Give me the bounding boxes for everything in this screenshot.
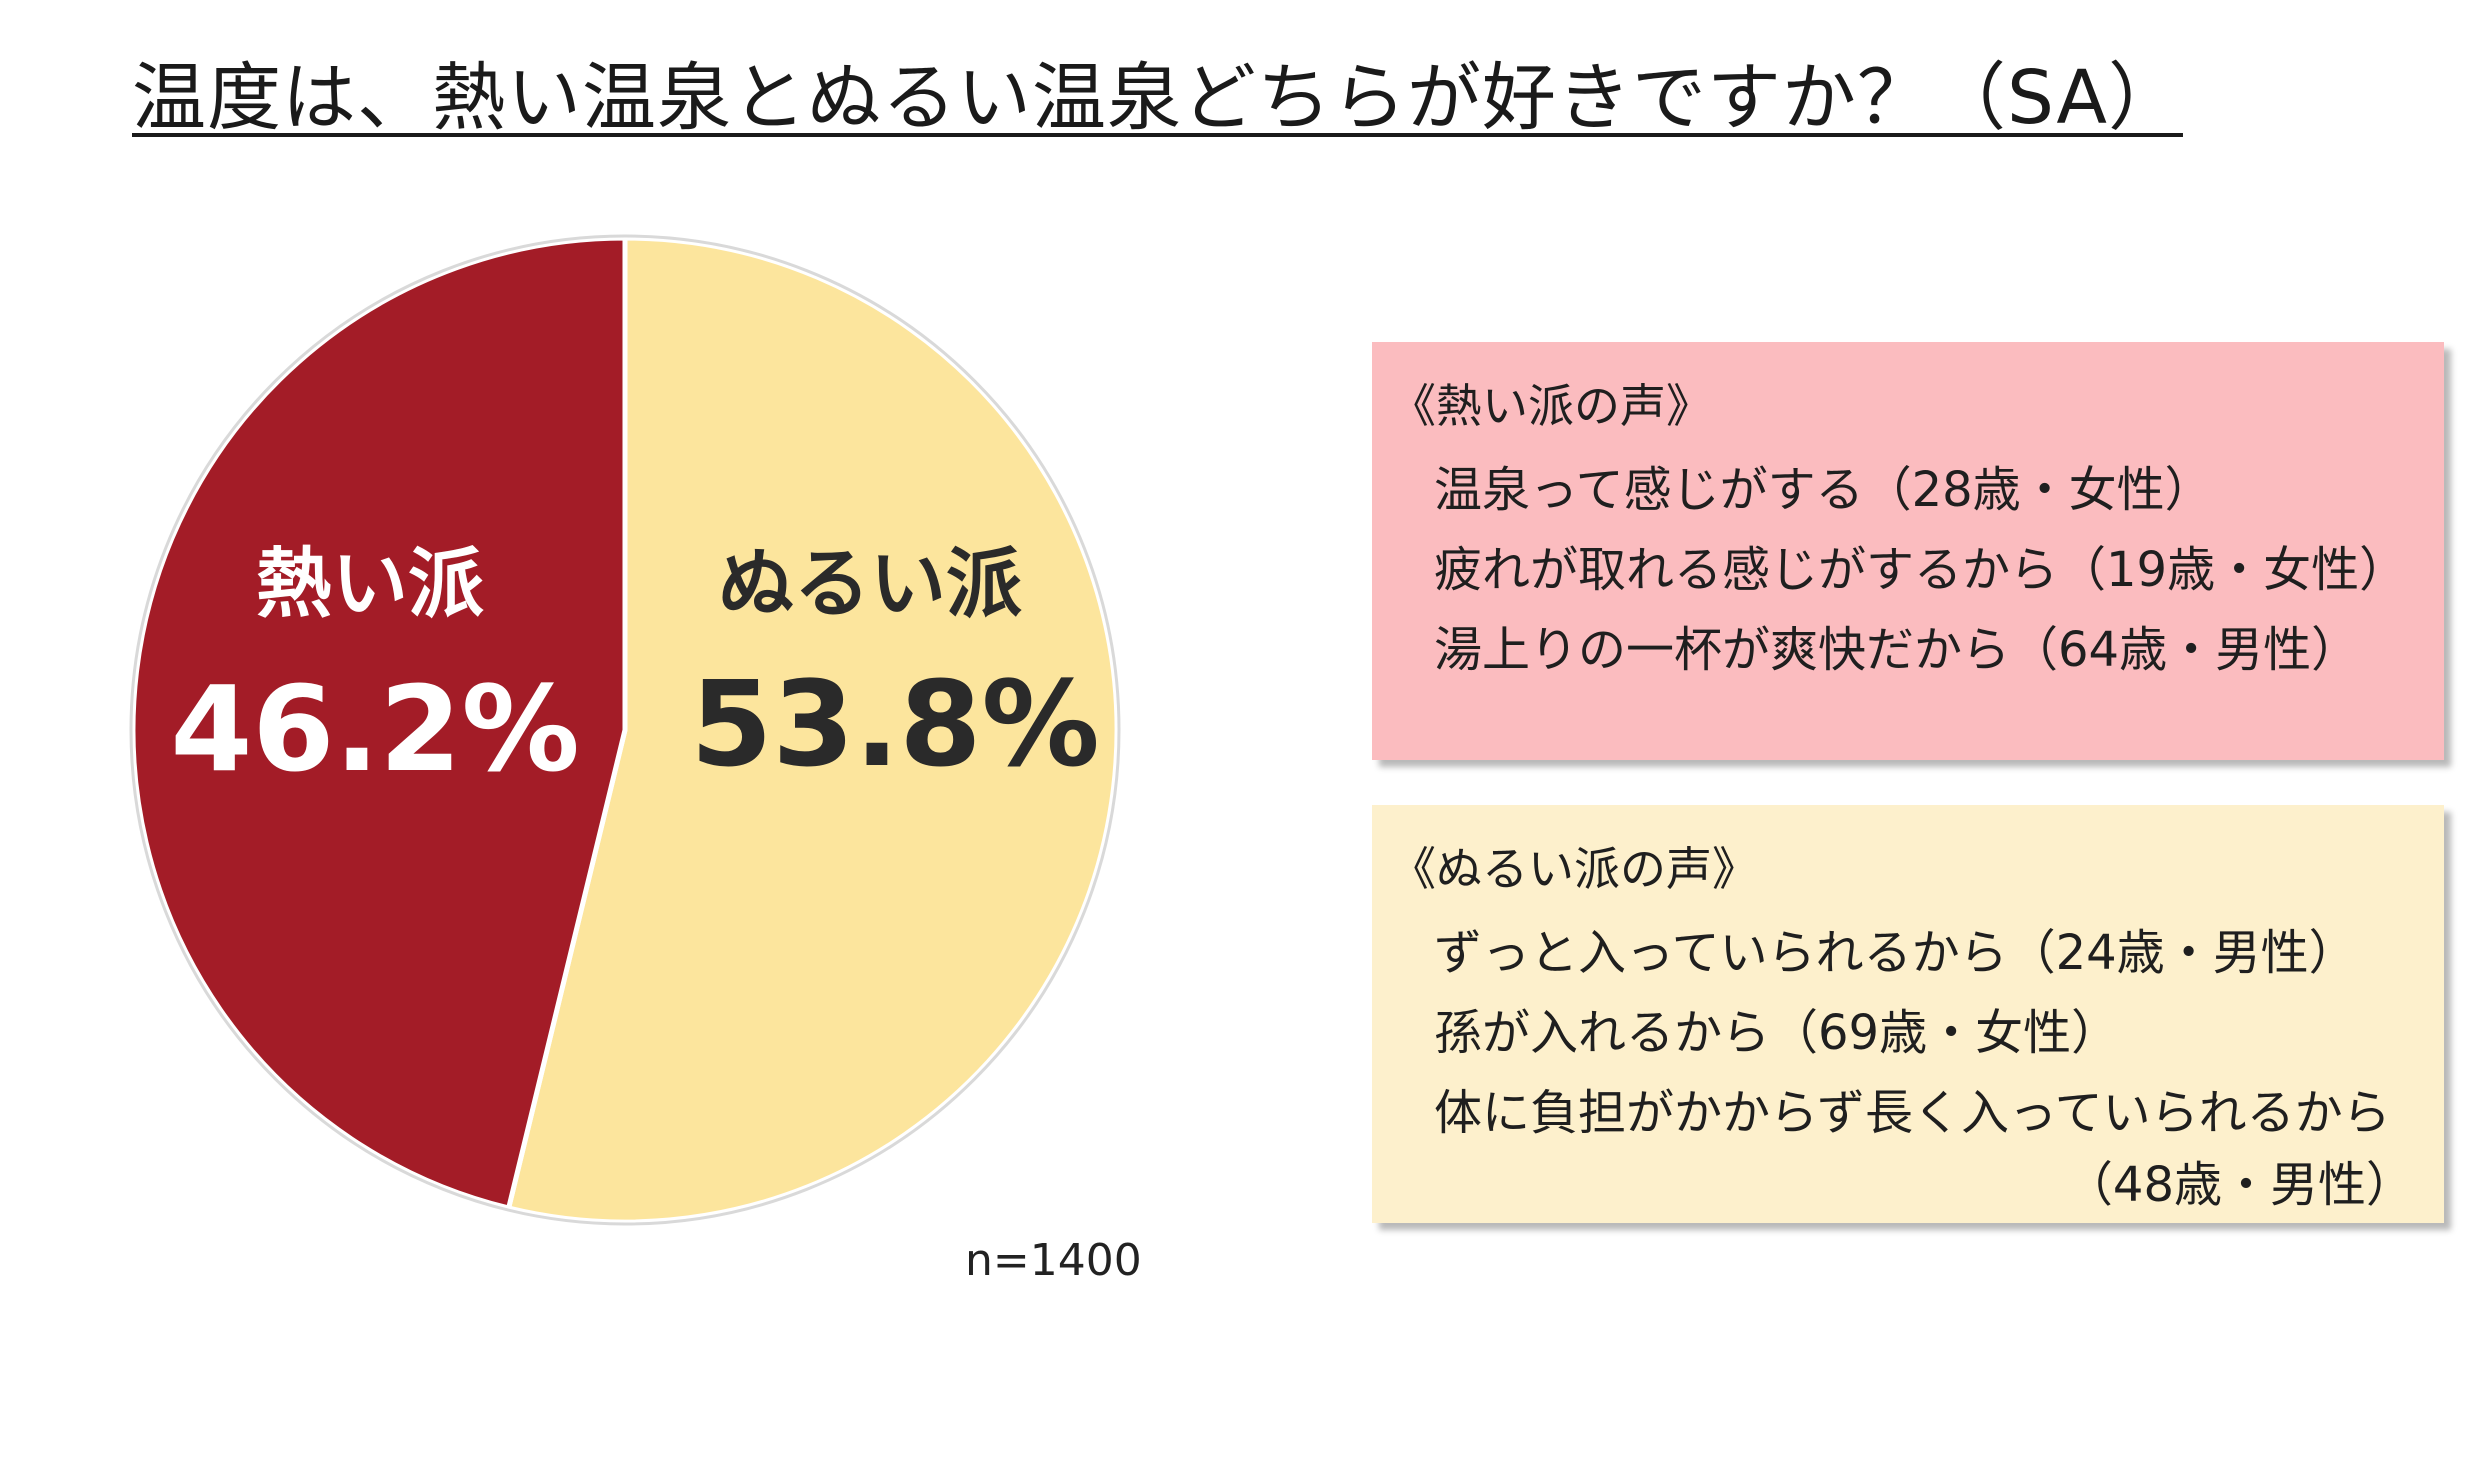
hot-voice-line: 湯上りの一杯が爽快だから（64歳・男性） — [1434, 622, 2360, 678]
pie-outline — [129, 234, 1121, 1226]
pie-value-hot: 46.2% — [170, 660, 579, 798]
pie-value-warm: 53.8% — [690, 655, 1099, 793]
pie-label-warm: ぬるい派 — [718, 539, 1022, 628]
hot-voice-line: 疲れが取れる感じがするから（19歳・女性） — [1434, 542, 2408, 598]
warm-voice-line: 孫が入れるから（69歳・女性） — [1434, 1005, 2120, 1061]
pie-labels: 熱い派 46.2% ぬるい派 53.8% — [170, 539, 1099, 798]
warm-voices-box: 《ぬるい派の声》 ずっと入っていられるから（24歳・男性） 孫が入れるから（69… — [1372, 805, 2444, 1223]
pie-slice-hot — [130, 235, 628, 1212]
pie-chart: 熱い派 46.2% ぬるい派 53.8% — [129, 234, 1121, 1226]
hot-voices-box: 《熱い派の声》 温泉って感じがする（28歳・女性） 疲れが取れる感じがするから（… — [1372, 342, 2444, 760]
pie-slices — [129, 234, 1121, 1226]
pie-chart-area: 熱い派 46.2% ぬるい派 53.8% n=1400 — [0, 0, 1200, 1300]
hot-voices-title: 《熱い派の声》 — [1390, 379, 1712, 433]
chart-title: 温度は、熱い温泉とぬるい温泉どちらが好きですか？（SA） — [132, 55, 2183, 141]
warm-voice-line: ずっと入っていられるから（24歳・男性） — [1434, 925, 2357, 981]
sample-size-label: n=1400 — [965, 1235, 1142, 1286]
pie-slice-warm — [505, 235, 1120, 1225]
pie-label-hot: 熱い派 — [256, 539, 484, 628]
warm-voice-line: 体に負担がかからず長く入っていられるから — [1434, 1085, 2391, 1141]
warm-voices-title: 《ぬるい派の声》 — [1390, 842, 1758, 896]
warm-voice-line-age: （48歳・男性） — [2064, 1157, 2414, 1213]
hot-voice-line: 温泉って感じがする（28歳・女性） — [1434, 462, 2213, 518]
